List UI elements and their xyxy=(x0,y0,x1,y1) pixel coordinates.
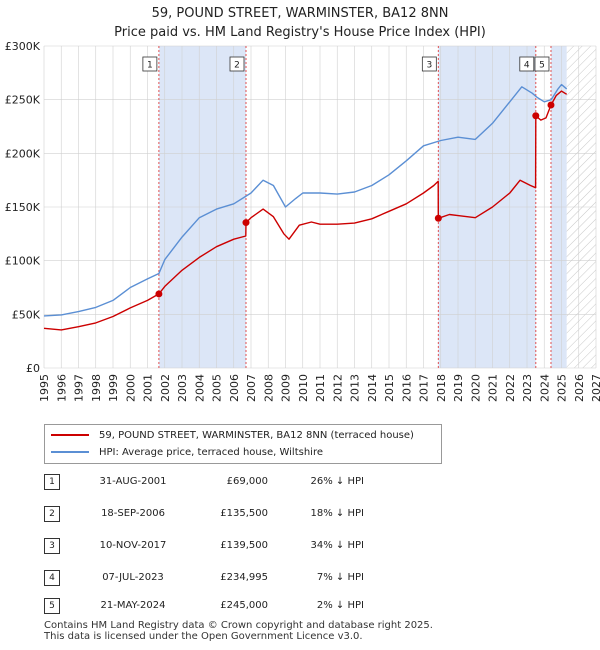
row-date: 31-AUG-2001 xyxy=(99,476,167,487)
x-tick-label: 2008 xyxy=(262,374,275,402)
x-tick-label: 2026 xyxy=(573,374,586,402)
row-price: £245,000 xyxy=(220,600,268,611)
sale-label-number: 2 xyxy=(234,61,240,71)
x-tick-label: 2020 xyxy=(469,374,482,402)
sale-point xyxy=(547,101,555,109)
x-tick-label: 2007 xyxy=(245,374,258,402)
x-tick-label: 2015 xyxy=(383,374,396,402)
x-tick-label: 2000 xyxy=(124,374,137,402)
row-number: 4 xyxy=(44,570,60,586)
legend-item-property: 59, POUND STREET, WARMINSTER, BA12 8NN (… xyxy=(51,428,414,444)
row-number: 1 xyxy=(44,474,60,490)
row-price: £234,995 xyxy=(220,572,268,583)
row-hpi: 26% ↓ HPI xyxy=(310,476,364,487)
x-tick-label: 2001 xyxy=(142,374,155,402)
sale-point xyxy=(434,214,442,222)
chart-title: 59, POUND STREET, WARMINSTER, BA12 8NN P… xyxy=(0,4,600,42)
x-tick-label: 2021 xyxy=(487,374,500,402)
x-tick-label: 1999 xyxy=(107,374,120,402)
property-price-line xyxy=(43,90,568,331)
table-row: 2 18-SEP-2006 £135,500 18% ↓ HPI xyxy=(44,506,384,522)
sale-label-number: 3 xyxy=(426,61,432,71)
sale-label-box xyxy=(142,56,158,72)
sale-point xyxy=(242,219,250,227)
x-tick-label: 2005 xyxy=(211,374,224,402)
sale-label-box xyxy=(519,56,535,72)
y-tick-label: £300K xyxy=(5,40,41,53)
x-tick-label: 1996 xyxy=(55,374,68,402)
footer-licence: This data is licensed under the Open Gov… xyxy=(44,631,363,642)
table-row: 3 10-NOV-2017 £139,500 34% ↓ HPI xyxy=(44,538,384,554)
row-date: 18-SEP-2006 xyxy=(101,508,165,519)
x-tick-label: 2004 xyxy=(193,374,206,402)
row-price: £135,500 xyxy=(220,508,268,519)
legend-label-hpi: HPI: Average price, terraced house, Wilt… xyxy=(99,447,323,458)
x-tick-label: 1995 xyxy=(38,374,51,402)
legend-label-property: 59, POUND STREET, WARMINSTER, BA12 8NN (… xyxy=(99,430,414,441)
x-tick-label: 2016 xyxy=(400,374,413,402)
table-row: 1 31-AUG-2001 £69,000 26% ↓ HPI xyxy=(44,474,384,490)
row-hpi: 2% ↓ HPI xyxy=(316,600,364,611)
title-line-1: 59, POUND STREET, WARMINSTER, BA12 8NN xyxy=(151,6,449,21)
x-tick-label: 2010 xyxy=(297,374,310,402)
y-tick-label: £50K xyxy=(12,308,41,321)
table-row: 4 07-JUL-2023 £234,995 7% ↓ HPI xyxy=(44,570,384,586)
row-date: 10-NOV-2017 xyxy=(99,540,167,551)
footer-copyright: Contains HM Land Registry data © Crown c… xyxy=(44,620,433,631)
sale-label-box xyxy=(421,56,437,72)
row-date: 21-MAY-2024 xyxy=(100,600,166,611)
sale-point xyxy=(155,290,163,298)
row-number: 5 xyxy=(44,598,60,614)
x-tick-label: 2009 xyxy=(280,374,293,402)
row-price: £139,500 xyxy=(220,540,268,551)
legend-swatch-hpi xyxy=(51,451,89,453)
x-tick-label: 2011 xyxy=(314,374,327,402)
x-tick-label: 2012 xyxy=(331,374,344,402)
x-tick-label: 2024 xyxy=(538,374,551,402)
row-date: 07-JUL-2023 xyxy=(102,572,164,583)
legend-item-hpi: HPI: Average price, terraced house, Wilt… xyxy=(51,445,323,461)
hpi-line xyxy=(43,83,568,317)
sale-label-number: 1 xyxy=(147,61,153,71)
x-tick-label: 2003 xyxy=(176,374,189,402)
x-tick-label: 2014 xyxy=(366,374,379,402)
x-tick-label: 2013 xyxy=(349,374,362,402)
y-tick-label: £0 xyxy=(26,362,40,375)
row-price: £69,000 xyxy=(226,476,268,487)
row-hpi: 34% ↓ HPI xyxy=(310,540,364,551)
legend: 59, POUND STREET, WARMINSTER, BA12 8NN (… xyxy=(44,424,442,464)
y-tick-label: £100K xyxy=(5,255,41,268)
x-tick-label: 2006 xyxy=(228,374,241,402)
row-number: 2 xyxy=(44,506,60,522)
price-chart: 1 2 3 4 5 £0 £50K £100K £150K £200K £250K £300K 1995… xyxy=(5,40,600,402)
x-tick-label: 2023 xyxy=(521,374,534,402)
x-tick-label: 2027 xyxy=(590,374,600,402)
legend-swatch-property xyxy=(51,434,89,436)
x-tick-label: 2017 xyxy=(418,374,431,402)
x-tick-label: 2018 xyxy=(435,374,448,402)
x-tick-label: 2025 xyxy=(556,374,569,402)
x-tick-label: 2022 xyxy=(504,374,517,402)
y-tick-label: £150K xyxy=(5,201,41,214)
sale-label-number: 5 xyxy=(539,61,545,71)
row-hpi: 7% ↓ HPI xyxy=(316,572,364,583)
sale-label-box xyxy=(534,56,550,72)
sale-point xyxy=(532,112,540,120)
x-tick-label: 1998 xyxy=(90,374,103,402)
x-tick-label: 1997 xyxy=(73,374,86,402)
footer: Contains HM Land Registry data © Crown c… xyxy=(44,620,433,642)
x-tick-label: 2019 xyxy=(452,374,465,402)
y-tick-label: £200K xyxy=(5,147,41,160)
sale-label-box xyxy=(229,56,245,72)
title-line-2: Price paid vs. HM Land Registry's House … xyxy=(114,25,486,40)
row-number: 3 xyxy=(44,538,60,554)
row-hpi: 18% ↓ HPI xyxy=(310,508,364,519)
y-tick-label: £250K xyxy=(5,94,41,107)
sale-label-number: 4 xyxy=(524,61,530,71)
table-row: 5 21-MAY-2024 £245,000 2% ↓ HPI xyxy=(44,598,384,614)
x-tick-label: 2002 xyxy=(159,374,172,402)
